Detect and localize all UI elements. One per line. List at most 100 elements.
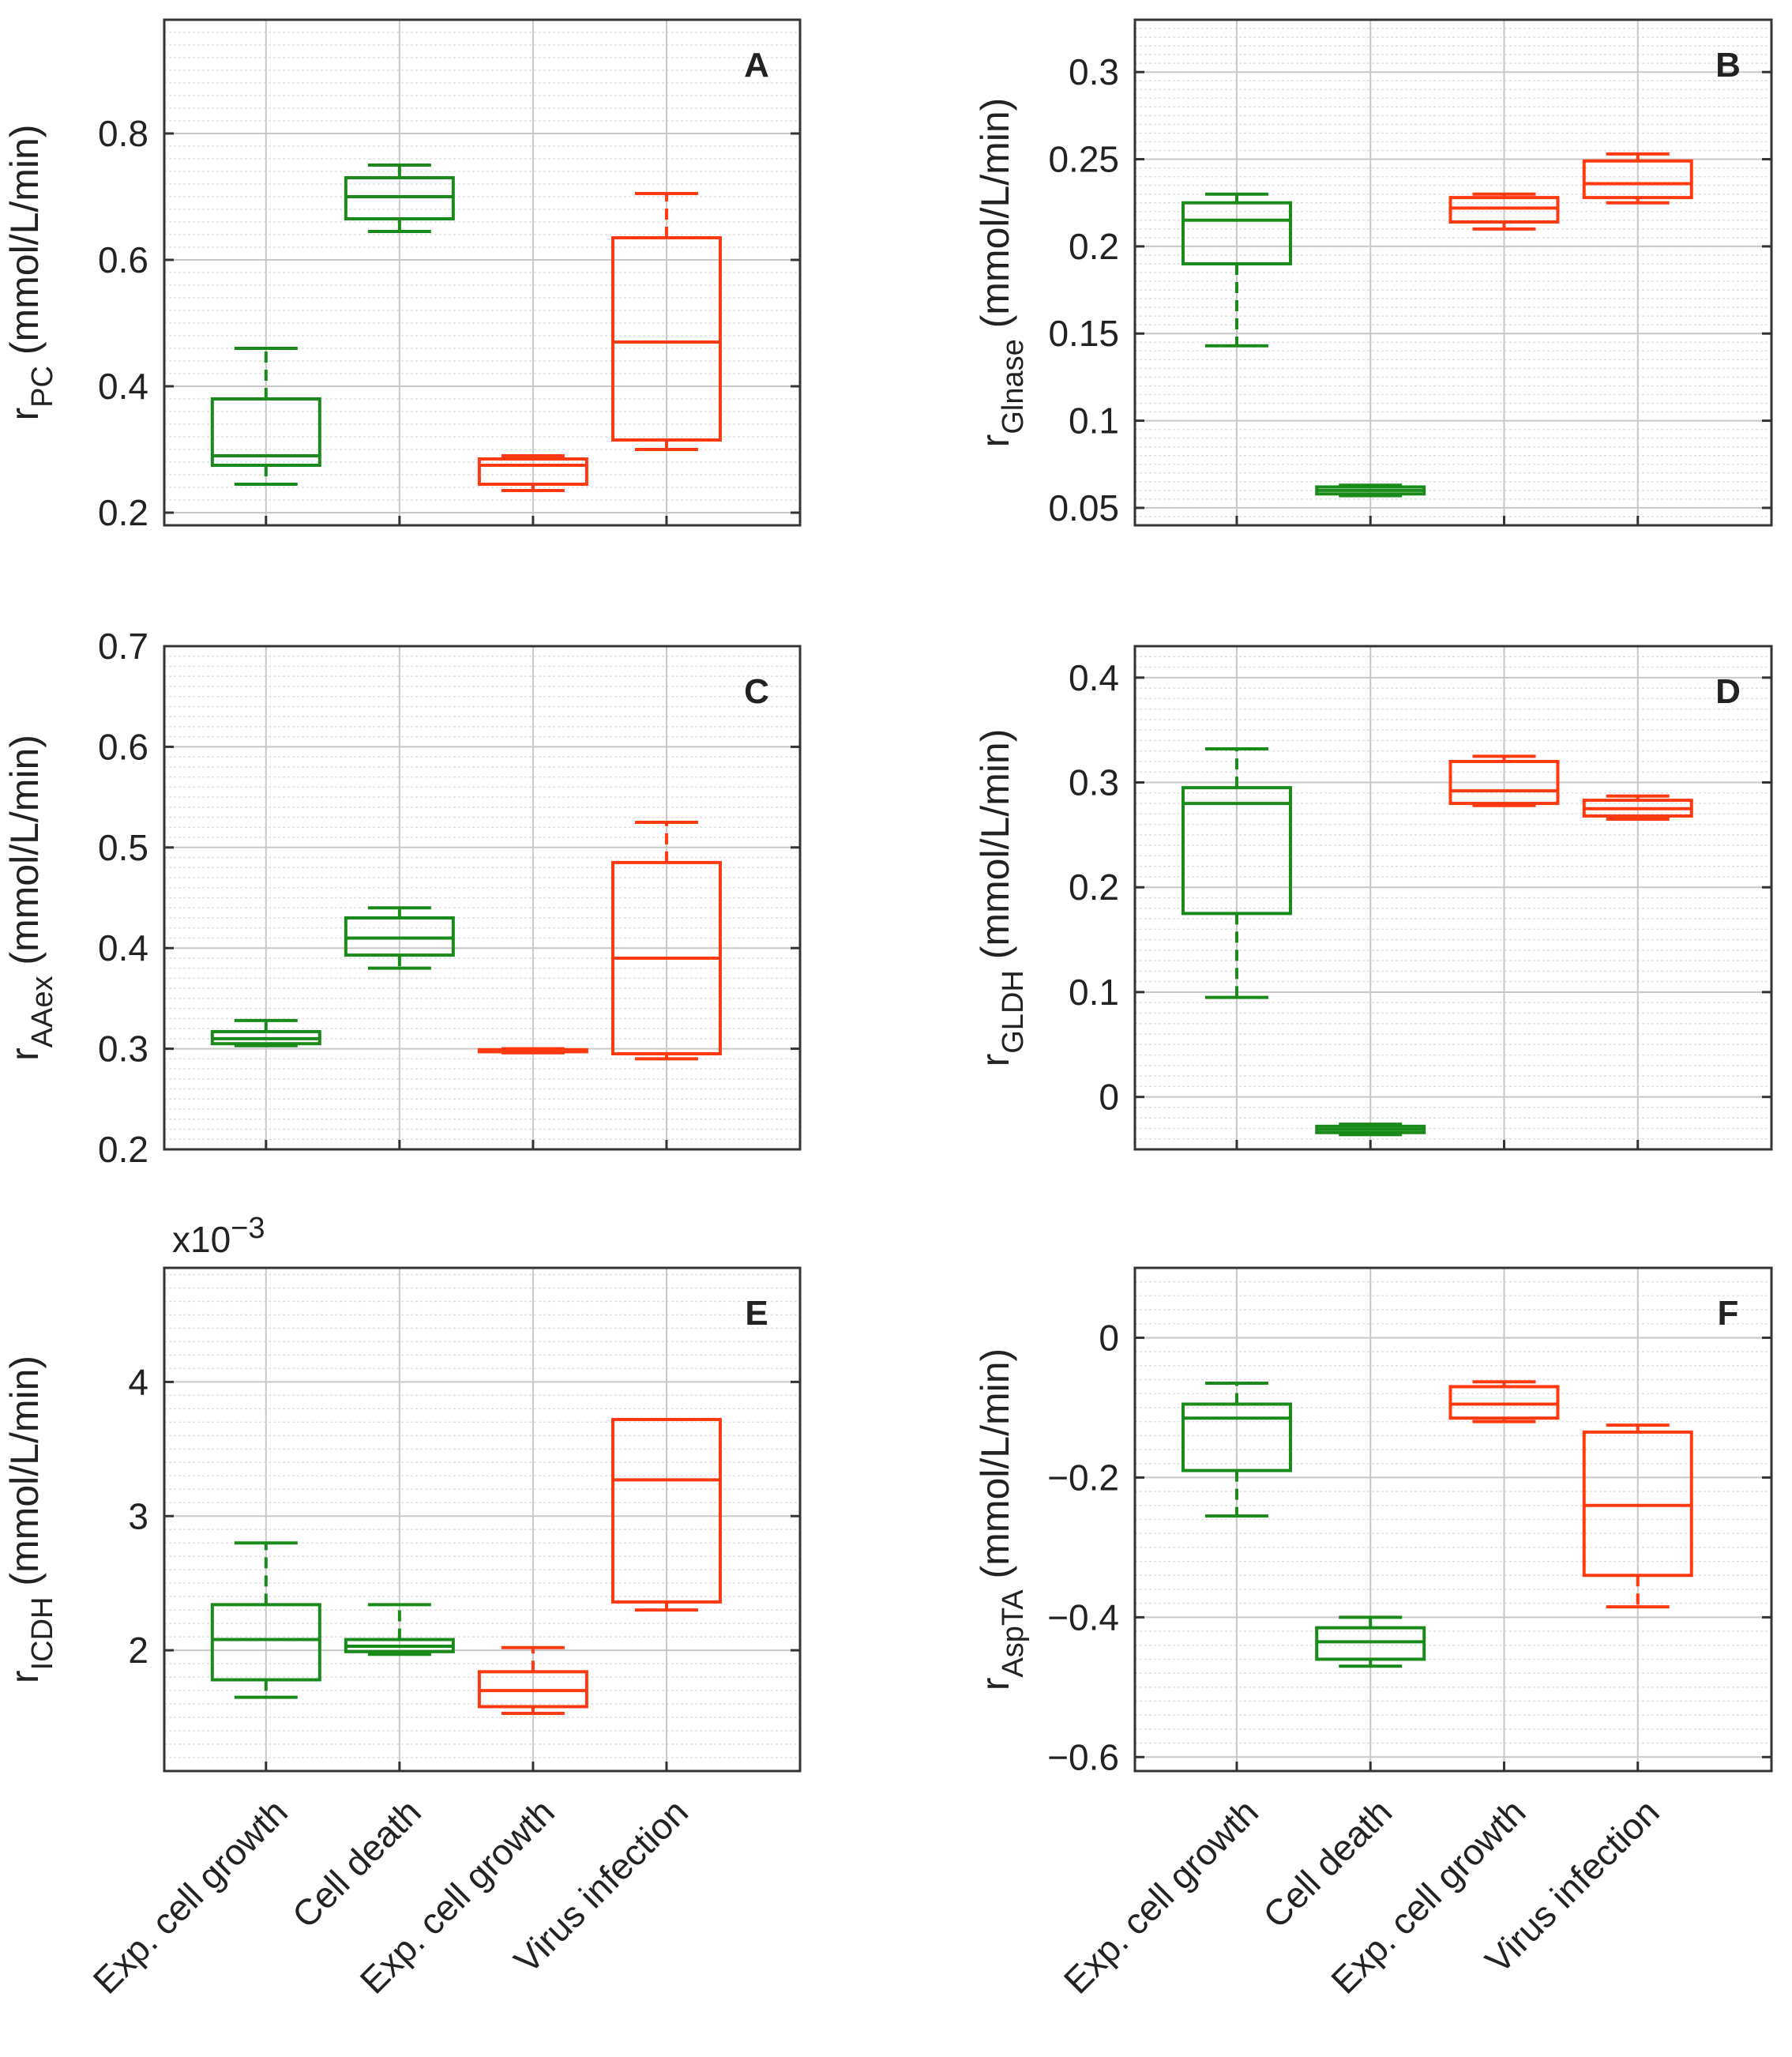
y-tick-label: 0.2 <box>98 1129 148 1170</box>
grid <box>164 20 800 525</box>
y-tick-label: 0.2 <box>1069 226 1119 267</box>
y-tick-label: −0.4 <box>1047 1596 1119 1638</box>
y-label-unit: (mmol/L/min) <box>2 735 47 976</box>
box-4 <box>1582 794 1693 821</box>
y-label-main: r <box>973 1054 1017 1067</box>
y-label-subscript: ICDH <box>26 1597 59 1671</box>
y-tick-label: 0.3 <box>1069 51 1119 92</box>
y-tick-label: 0.1 <box>1069 400 1119 442</box>
box-3 <box>477 454 588 492</box>
y-label-main: r <box>2 408 47 421</box>
iqr-box <box>210 397 321 467</box>
panel-letter: B <box>1715 46 1741 85</box>
y-tick-label: 3 <box>128 1495 148 1536</box>
y-tick-label: −0.6 <box>1047 1736 1119 1777</box>
box-3 <box>477 1047 588 1055</box>
iqr-box <box>1582 159 1693 200</box>
box-2 <box>1315 1123 1426 1137</box>
panel-letter: C <box>744 672 769 711</box>
box-3 <box>1448 754 1560 807</box>
box-4 <box>1582 1423 1693 1609</box>
y-axis-label: rAAex (mmol/L/min) <box>2 735 59 1061</box>
y-label-subscript: PC <box>26 366 59 408</box>
category-label: Exp. cell growth <box>85 1791 295 2001</box>
box-3 <box>1448 1380 1560 1423</box>
y-tick-label: 0.25 <box>1048 139 1119 180</box>
plot-area <box>164 1268 800 1771</box>
box-4 <box>1582 152 1693 205</box>
y-tick-label: 0 <box>1099 1077 1119 1118</box>
y-label-main: r <box>2 1047 47 1061</box>
y-axis-label: rGLDH (mmol/L/min) <box>973 729 1030 1067</box>
y-label-main: r <box>2 1670 47 1683</box>
y-tick-label: 0.6 <box>98 239 148 280</box>
y-label-unit: (mmol/L/min) <box>2 1356 47 1597</box>
category-label: Cell death <box>1255 1791 1399 1935</box>
box-4 <box>610 192 722 451</box>
y-axis-label: rICDH (mmol/L/min) <box>2 1356 59 1683</box>
y-tick-label: 2 <box>128 1630 148 1671</box>
y-tick-label: 0.4 <box>98 366 148 407</box>
y-tick-label: 0.1 <box>1069 972 1119 1013</box>
y-label-unit: (mmol/L/min) <box>973 98 1017 340</box>
axes-frame <box>163 18 802 527</box>
iqr-box <box>1181 786 1292 916</box>
y-axis-label: rGlnase (mmol/L/min) <box>973 98 1030 448</box>
axes-frame <box>163 1266 802 1773</box>
y-tick-label: 0.7 <box>98 626 148 667</box>
box-1 <box>1181 1381 1292 1518</box>
y-label-main: r <box>973 1678 1017 1691</box>
y-label-unit: (mmol/L/min) <box>973 1348 1017 1590</box>
y-axis-label: rAspTA (mmol/L/min) <box>973 1348 1030 1690</box>
y-axis-label: rPC (mmol/L/min) <box>2 124 59 420</box>
category-label: Exp. cell growth <box>1056 1791 1266 2001</box>
y-label-main: r <box>973 434 1017 448</box>
box-2 <box>344 164 455 233</box>
panel-letter: E <box>745 1294 768 1333</box>
y-tick-label: −0.2 <box>1047 1457 1119 1498</box>
y-tick-label: 0.2 <box>1069 867 1119 908</box>
y-tick-label: 0.2 <box>98 492 148 533</box>
y-label-subscript: GLDH <box>997 970 1030 1054</box>
category-label: Cell death <box>284 1791 429 1935</box>
box-3 <box>477 1645 588 1715</box>
grid <box>1135 1268 1771 1771</box>
iqr-box <box>1582 1430 1693 1578</box>
iqr-box <box>610 236 722 442</box>
box-3 <box>1448 192 1560 231</box>
box-1 <box>1181 747 1292 999</box>
iqr-box <box>1448 1385 1560 1420</box>
box-1 <box>210 1018 321 1047</box>
y-tick-label: 0.05 <box>1048 487 1119 528</box>
y-tick-label: 0.5 <box>98 827 148 868</box>
y-label-subscript: Glnase <box>997 339 1030 434</box>
iqr-box <box>1181 1402 1292 1472</box>
iqr-box <box>610 1417 722 1604</box>
panel-letter: D <box>1715 672 1741 711</box>
y-tick-label: 4 <box>128 1361 148 1402</box>
box-1 <box>1181 192 1292 348</box>
iqr-box <box>1448 196 1560 224</box>
panel-letter: A <box>744 46 769 85</box>
y-label-unit: (mmol/L/min) <box>973 729 1017 971</box>
y-tick-label: 0 <box>1099 1317 1119 1358</box>
axes-frame <box>1133 645 1773 1151</box>
y-label-subscript: AspTA <box>997 1589 1030 1678</box>
y-tick-label: 0.3 <box>98 1028 148 1070</box>
y-tick-label: 0.4 <box>98 927 148 968</box>
box-1 <box>210 347 321 486</box>
y-tick-label: 0.8 <box>98 113 148 154</box>
box-2 <box>344 1603 455 1657</box>
iqr-box <box>1181 201 1292 265</box>
y-tick-label: 0.3 <box>1069 762 1119 803</box>
iqr-box <box>210 1603 321 1682</box>
grid <box>1135 646 1771 1149</box>
box-2 <box>344 906 455 970</box>
